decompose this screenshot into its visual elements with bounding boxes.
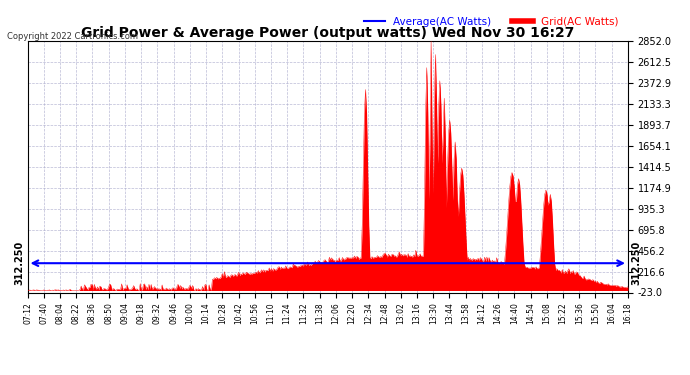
- Title: Grid Power & Average Power (output watts) Wed Nov 30 16:27: Grid Power & Average Power (output watts…: [81, 26, 575, 40]
- Text: 312.250: 312.250: [14, 241, 25, 285]
- Text: 312.250: 312.250: [631, 241, 641, 285]
- Text: Copyright 2022 Cartronics.com: Copyright 2022 Cartronics.com: [7, 32, 138, 41]
- Legend: Average(AC Watts), Grid(AC Watts): Average(AC Watts), Grid(AC Watts): [359, 12, 622, 31]
